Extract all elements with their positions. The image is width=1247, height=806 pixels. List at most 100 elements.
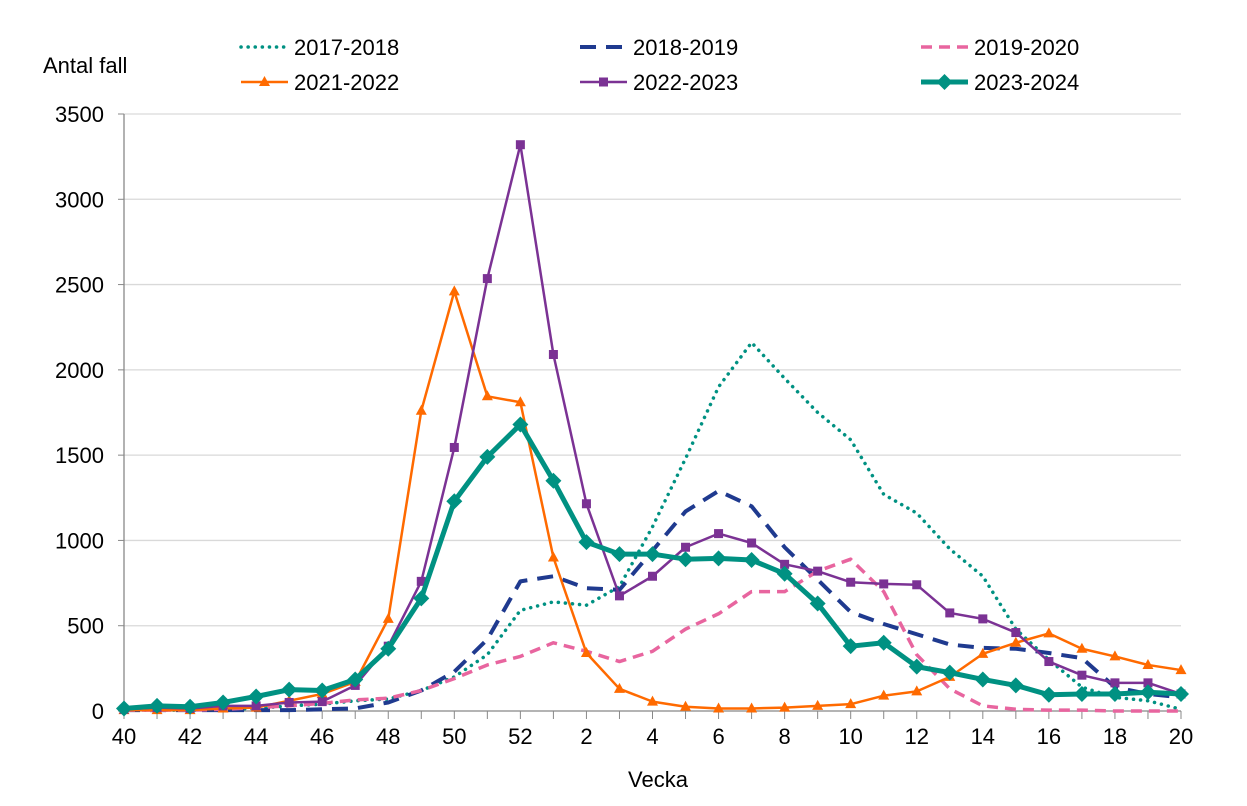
- legend-item: 2022-2023: [580, 70, 738, 95]
- series-line: [124, 488, 1182, 713]
- square-marker: [813, 566, 823, 576]
- triangle-marker: [977, 647, 989, 658]
- series-line: [124, 290, 1182, 712]
- triangle-marker: [1175, 664, 1187, 675]
- square-marker: [780, 559, 790, 569]
- series-2018-2019: [124, 488, 1182, 713]
- diamond-marker: [215, 694, 232, 711]
- diamond-marker: [644, 546, 661, 563]
- x-axis-label: Vecka: [628, 767, 689, 792]
- triangle-marker: [259, 76, 270, 86]
- series-2023-2024: [116, 416, 1189, 717]
- legend-label: 2023-2024: [974, 70, 1079, 95]
- square-marker: [515, 140, 525, 150]
- diamond-marker: [1073, 685, 1090, 702]
- diamond-marker: [710, 550, 727, 567]
- triangle-marker: [812, 699, 824, 710]
- series-line: [123, 421, 1182, 711]
- x-tick-label: 50: [442, 724, 466, 749]
- triangle-marker: [448, 285, 460, 296]
- square-marker: [1110, 678, 1120, 688]
- triangle-marker: [514, 396, 526, 407]
- legend-item: 2019-2020: [921, 35, 1079, 60]
- series-line: [124, 557, 1181, 713]
- triangle-marker: [1076, 642, 1088, 653]
- diamond-marker: [479, 448, 496, 465]
- diamond-marker: [446, 493, 463, 510]
- legend-label: 2019-2020: [974, 35, 1079, 60]
- diamond-marker: [743, 552, 760, 569]
- square-marker: [548, 350, 558, 360]
- y-tick-label: 2000: [55, 358, 104, 383]
- diamond-marker: [941, 664, 958, 681]
- triangle-marker: [1043, 627, 1055, 638]
- series-2022-2023: [119, 140, 1186, 714]
- diamond-marker: [578, 534, 595, 551]
- triangle-marker: [845, 698, 857, 709]
- triangle-marker: [746, 702, 758, 713]
- square-marker: [614, 591, 624, 601]
- triangle-marker: [713, 702, 725, 713]
- legend-label: 2018-2019: [633, 35, 738, 60]
- triangle-marker: [878, 689, 890, 700]
- series-2021-2022: [118, 285, 1187, 715]
- x-tick-label: 18: [1103, 724, 1127, 749]
- y-tick-label: 500: [67, 614, 104, 639]
- diamond-marker: [248, 688, 265, 705]
- diamond-marker: [413, 590, 430, 607]
- diamond-marker: [314, 682, 331, 699]
- diamond-marker: [1007, 677, 1024, 694]
- square-marker: [978, 614, 988, 624]
- x-tick-label: 46: [310, 724, 334, 749]
- y-tick-label: 1000: [55, 528, 104, 553]
- legend-label: 2022-2023: [633, 70, 738, 95]
- diamond-marker: [611, 546, 628, 563]
- square-marker: [747, 538, 757, 548]
- series-line: [122, 340, 1183, 712]
- x-tick-label: 10: [838, 724, 862, 749]
- diamond-marker: [1139, 684, 1156, 701]
- square-marker: [912, 580, 922, 590]
- y-tick-label: 2500: [55, 273, 104, 298]
- x-tick-label: 44: [244, 724, 268, 749]
- triangle-marker: [680, 700, 692, 711]
- diamond-marker: [347, 671, 364, 688]
- square-marker: [1077, 670, 1087, 680]
- y-tick-label: 1500: [55, 443, 104, 468]
- diamond-marker: [149, 697, 166, 714]
- triangle-marker: [580, 647, 592, 658]
- square-marker: [1044, 657, 1054, 667]
- square-marker: [681, 542, 691, 552]
- square-marker: [714, 529, 724, 539]
- triangle-marker: [547, 551, 559, 562]
- x-tick-label: 40: [112, 724, 136, 749]
- series-line: [123, 143, 1182, 711]
- square-marker: [284, 697, 294, 707]
- diamond-marker: [936, 74, 953, 90]
- legend-label: 2017-2018: [294, 35, 399, 60]
- triangle-marker: [1010, 636, 1022, 647]
- diamond-marker: [842, 638, 859, 655]
- square-marker: [317, 697, 327, 707]
- diamond-marker: [974, 671, 991, 688]
- x-tick-label: 14: [971, 724, 995, 749]
- triangle-marker: [911, 685, 923, 696]
- diamond-marker: [776, 565, 793, 582]
- diamond-marker: [677, 551, 694, 568]
- x-tick-label: 48: [376, 724, 400, 749]
- legend-item: 2017-2018: [239, 35, 399, 60]
- square-marker: [1143, 678, 1153, 688]
- y-tick-label: 3000: [55, 187, 104, 212]
- x-tick-label: 2: [580, 724, 592, 749]
- diamond-marker: [1040, 686, 1057, 703]
- x-tick-label: 4: [646, 724, 658, 749]
- square-marker: [1011, 628, 1021, 638]
- legend-item: 2021-2022: [241, 70, 399, 95]
- x-tick-label: 20: [1169, 724, 1193, 749]
- y-tick-label: 0: [92, 699, 104, 724]
- triangle-marker: [415, 404, 427, 415]
- diamond-marker: [512, 416, 529, 433]
- square-marker: [599, 77, 608, 87]
- diamond-marker: [1106, 685, 1123, 702]
- square-marker: [251, 701, 261, 711]
